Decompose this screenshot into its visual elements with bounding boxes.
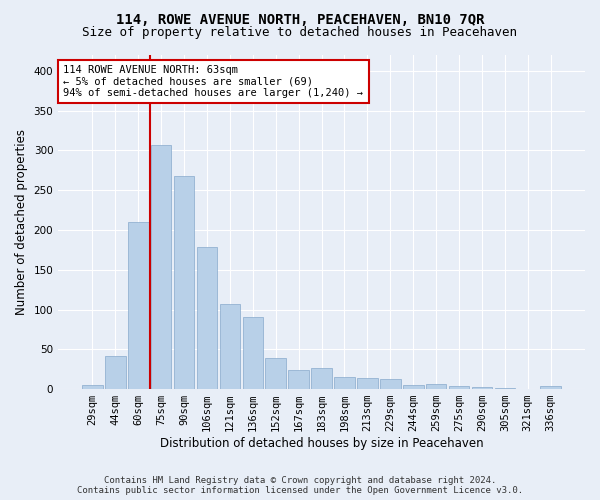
- Bar: [334, 377, 355, 389]
- Bar: [128, 222, 149, 389]
- Bar: [426, 384, 446, 389]
- Bar: [82, 385, 103, 389]
- X-axis label: Distribution of detached houses by size in Peacehaven: Distribution of detached houses by size …: [160, 437, 484, 450]
- Bar: [151, 145, 172, 389]
- Text: Size of property relative to detached houses in Peacehaven: Size of property relative to detached ho…: [83, 26, 517, 39]
- Bar: [472, 386, 493, 389]
- Bar: [357, 378, 378, 389]
- Bar: [541, 386, 561, 389]
- Bar: [403, 385, 424, 389]
- Bar: [220, 304, 240, 389]
- Bar: [311, 368, 332, 389]
- Text: 114, ROWE AVENUE NORTH, PEACEHAVEN, BN10 7QR: 114, ROWE AVENUE NORTH, PEACEHAVEN, BN10…: [116, 12, 484, 26]
- Y-axis label: Number of detached properties: Number of detached properties: [15, 129, 28, 315]
- Text: Contains HM Land Registry data © Crown copyright and database right 2024.
Contai: Contains HM Land Registry data © Crown c…: [77, 476, 523, 495]
- Text: 114 ROWE AVENUE NORTH: 63sqm
← 5% of detached houses are smaller (69)
94% of sem: 114 ROWE AVENUE NORTH: 63sqm ← 5% of det…: [64, 65, 364, 98]
- Bar: [289, 370, 309, 389]
- Bar: [242, 318, 263, 389]
- Bar: [105, 356, 125, 389]
- Bar: [494, 388, 515, 389]
- Bar: [449, 386, 469, 389]
- Bar: [197, 248, 217, 389]
- Bar: [265, 358, 286, 389]
- Bar: [380, 378, 401, 389]
- Bar: [174, 176, 194, 389]
